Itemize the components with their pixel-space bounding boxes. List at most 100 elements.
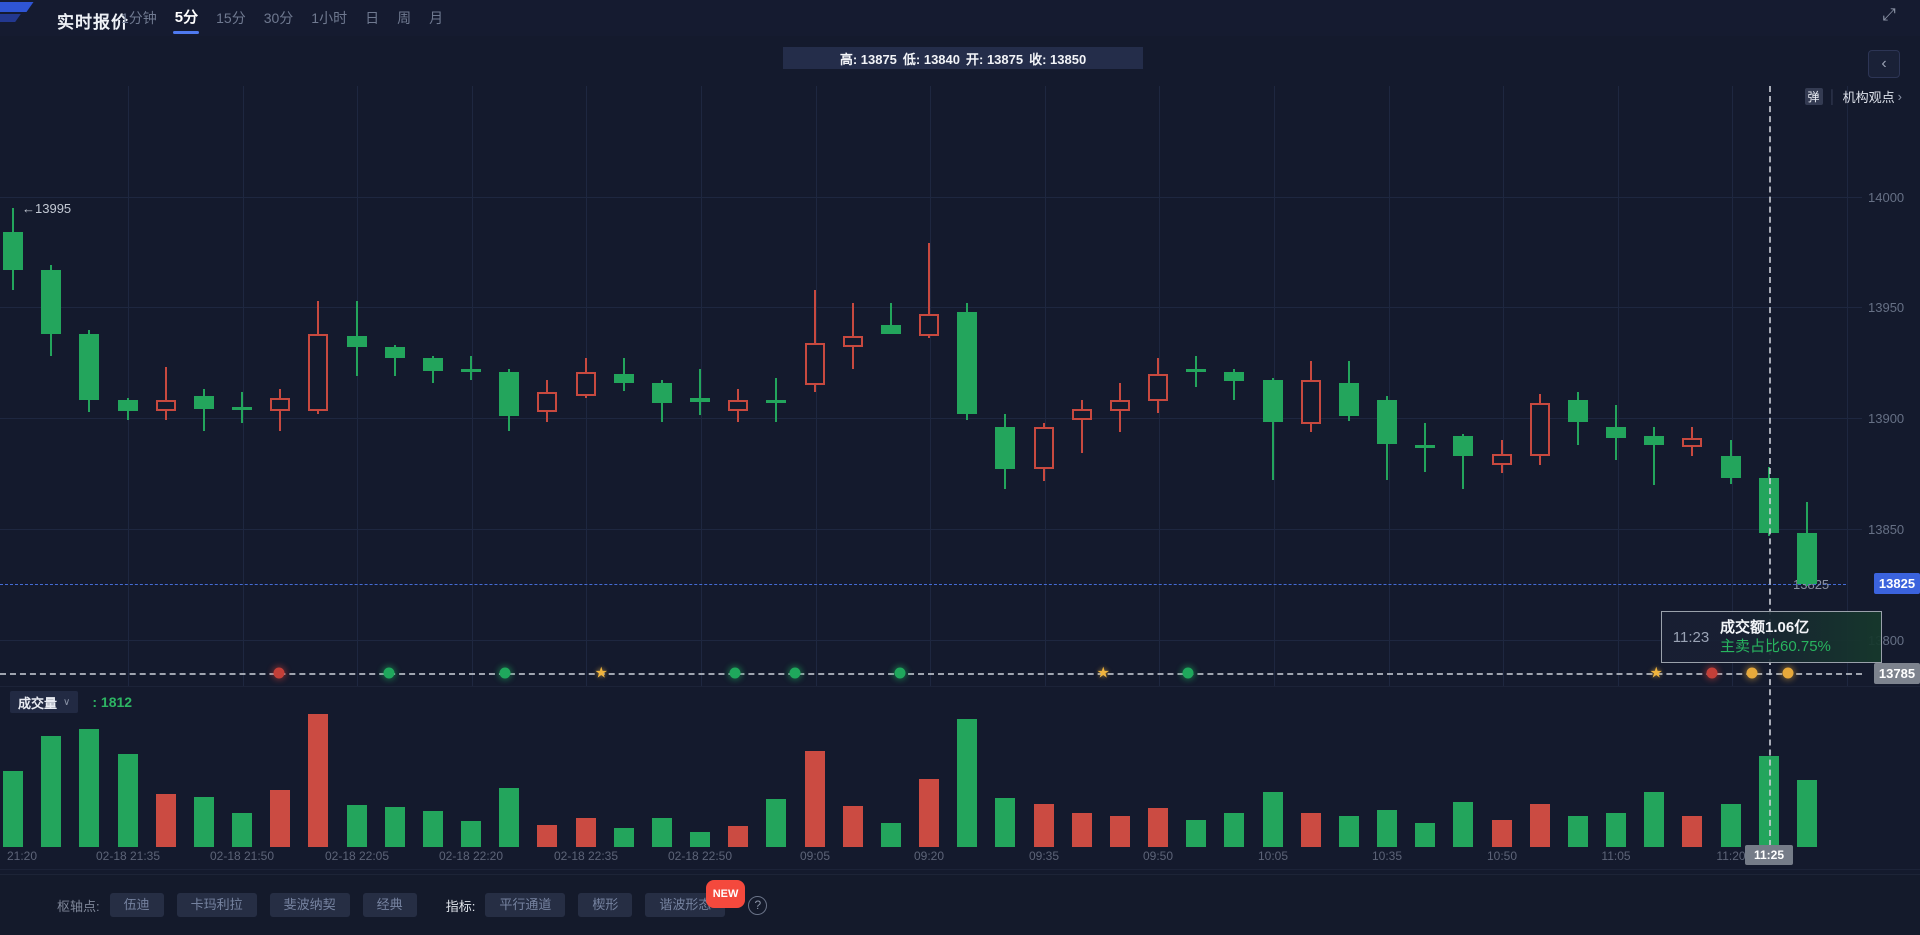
pivot-button-卡玛利拉[interactable]: 卡玛利拉	[176, 893, 257, 917]
candle-body[interactable]	[1110, 400, 1130, 411]
candle-body[interactable]	[1415, 445, 1435, 448]
danmu-badge[interactable]: 弹	[1804, 87, 1823, 105]
candle-body[interactable]	[614, 374, 634, 383]
candle-body[interactable]	[1797, 533, 1817, 584]
volume-bar[interactable]	[385, 807, 405, 847]
candle-body[interactable]	[537, 392, 557, 412]
tab-5分[interactable]: 5分	[166, 0, 207, 36]
candle-body[interactable]	[1644, 436, 1664, 445]
candle-body[interactable]	[423, 358, 443, 371]
buy-signal-marker[interactable]	[499, 667, 511, 679]
candle-body[interactable]	[805, 343, 825, 385]
tab-月[interactable]: 月	[429, 10, 444, 26]
tab-1小时[interactable]: 1小时	[311, 10, 348, 26]
candle-body[interactable]	[1492, 454, 1512, 465]
volume-bar[interactable]	[1606, 813, 1626, 847]
candle-body[interactable]	[919, 314, 939, 336]
candle-body[interactable]	[347, 336, 367, 347]
volume-bar[interactable]	[995, 798, 1015, 847]
volume-bar[interactable]	[957, 719, 977, 847]
volume-bar[interactable]	[232, 813, 252, 847]
volume-bar[interactable]	[1568, 816, 1588, 847]
candle-body[interactable]	[41, 270, 61, 334]
candle-body[interactable]	[1224, 372, 1244, 381]
candle-body[interactable]	[1034, 427, 1054, 469]
candle-body[interactable]	[1721, 456, 1741, 478]
candle-body[interactable]	[1377, 400, 1397, 444]
candle-body[interactable]	[1606, 427, 1626, 438]
coin-signal-marker[interactable]	[1782, 667, 1794, 679]
volume-bar[interactable]	[41, 736, 61, 847]
buy-signal-marker[interactable]	[894, 667, 906, 679]
volume-bar[interactable]	[461, 821, 481, 847]
volume-bar[interactable]	[537, 825, 557, 847]
candle-body[interactable]	[881, 325, 901, 334]
volume-bar[interactable]	[881, 823, 901, 847]
volume-bar[interactable]	[423, 811, 443, 847]
candle-body[interactable]	[1263, 380, 1283, 422]
candle-body[interactable]	[690, 398, 710, 402]
candle-body[interactable]	[308, 334, 328, 411]
coin-signal-marker[interactable]	[1746, 667, 1758, 679]
pivot-button-伍迪[interactable]: 伍迪	[109, 893, 164, 917]
candle-body[interactable]	[156, 400, 176, 411]
candle-body[interactable]	[1453, 436, 1473, 456]
volume-bar[interactable]	[79, 729, 99, 847]
volume-bar[interactable]	[270, 790, 290, 847]
candle-body[interactable]	[232, 407, 252, 410]
volume-bar[interactable]	[766, 799, 786, 847]
candle-body[interactable]	[1682, 438, 1702, 447]
fullscreen-icon[interactable]: ⤢	[1882, 5, 1896, 24]
volume-bar[interactable]	[1148, 808, 1168, 847]
candle-body[interactable]	[1530, 403, 1550, 456]
collapse-panel-button[interactable]: ‹	[1868, 50, 1900, 78]
star-signal-marker[interactable]: ★	[1649, 664, 1663, 682]
volume-bar[interactable]	[1721, 804, 1741, 847]
volume-bar[interactable]	[156, 794, 176, 847]
tab-1分钟[interactable]: 1分钟	[121, 10, 157, 26]
volume-bar[interactable]	[1377, 810, 1397, 847]
volume-bar[interactable]	[728, 826, 748, 847]
candle-body[interactable]	[3, 232, 23, 270]
sell-signal-marker[interactable]	[273, 667, 285, 679]
volume-bar[interactable]	[194, 797, 214, 847]
buy-signal-marker[interactable]	[1182, 667, 1194, 679]
candle-body[interactable]	[766, 400, 786, 403]
indicator-button-楔形[interactable]: 楔形	[578, 893, 633, 917]
volume-indicator-dropdown[interactable]: 成交量 ∨	[10, 691, 79, 713]
candle-body[interactable]	[1301, 380, 1321, 424]
volume-bar[interactable]	[1797, 780, 1817, 847]
indicator-button-平行通道[interactable]: 平行通道	[485, 893, 566, 917]
candle-body[interactable]	[957, 312, 977, 414]
pivot-button-经典[interactable]: 经典	[362, 893, 417, 917]
candle-body[interactable]	[118, 400, 138, 411]
institution-view-link[interactable]: 机构观点	[1842, 89, 1895, 105]
volume-bar[interactable]	[499, 788, 519, 847]
volume-bar[interactable]	[3, 771, 23, 847]
candle-body[interactable]	[576, 372, 596, 396]
volume-bar[interactable]	[1492, 820, 1512, 847]
volume-bar[interactable]	[1682, 816, 1702, 847]
candle-body[interactable]	[79, 334, 99, 400]
candle-body[interactable]	[1148, 374, 1168, 401]
volume-bar[interactable]	[1530, 804, 1550, 847]
help-icon[interactable]: ?	[748, 895, 768, 915]
volume-bar[interactable]	[919, 779, 939, 847]
buy-signal-marker[interactable]	[383, 667, 395, 679]
candle-body[interactable]	[728, 400, 748, 411]
candle-body[interactable]	[385, 347, 405, 358]
volume-bar[interactable]	[118, 754, 138, 847]
volume-bar[interactable]	[1110, 816, 1130, 847]
volume-bar[interactable]	[805, 751, 825, 847]
candle-body[interactable]	[194, 396, 214, 409]
volume-bar[interactable]	[1644, 792, 1664, 847]
volume-bar[interactable]	[347, 805, 367, 847]
volume-bar[interactable]	[1263, 792, 1283, 847]
candle-body[interactable]	[1186, 369, 1206, 372]
candle-body[interactable]	[499, 372, 519, 416]
tab-周[interactable]: 周	[397, 10, 412, 26]
candle-body[interactable]	[995, 427, 1015, 469]
star-signal-marker[interactable]: ★	[594, 664, 608, 682]
volume-bar[interactable]	[1186, 820, 1206, 847]
star-signal-marker[interactable]: ★	[1096, 664, 1110, 682]
